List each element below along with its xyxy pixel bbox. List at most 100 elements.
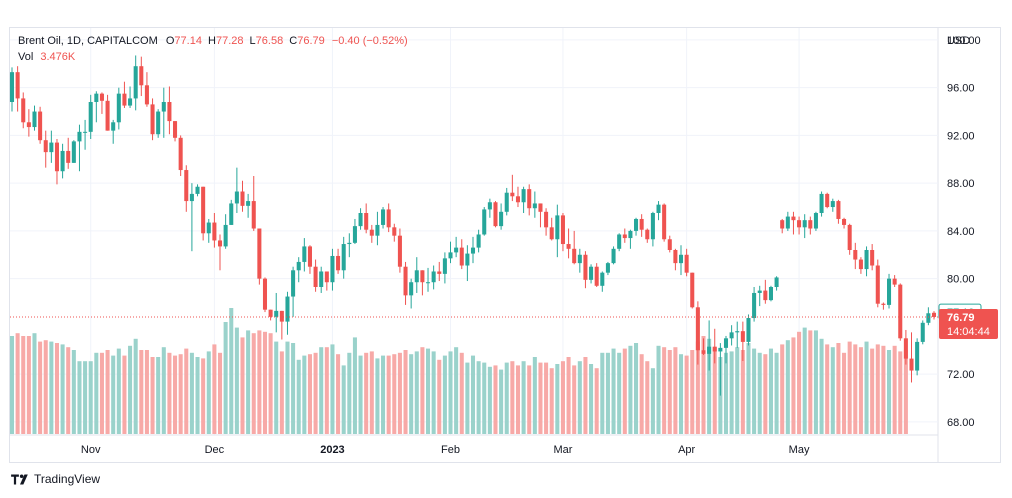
candle-body bbox=[246, 201, 251, 206]
volume-bar bbox=[628, 345, 633, 434]
volume-bar bbox=[403, 350, 408, 434]
volume-bar bbox=[257, 330, 262, 434]
volume-bar bbox=[695, 341, 700, 434]
candle-body bbox=[853, 250, 858, 260]
volume-bar bbox=[555, 364, 560, 434]
volume-bar bbox=[409, 354, 414, 434]
volume-bar bbox=[459, 352, 464, 434]
volume-bar bbox=[757, 352, 762, 434]
volume-bar bbox=[887, 350, 892, 434]
candle-body bbox=[785, 216, 790, 229]
volume-bar bbox=[482, 362, 487, 434]
volume-bar bbox=[99, 352, 104, 434]
candle-body bbox=[223, 224, 228, 247]
volume-bar bbox=[206, 351, 211, 434]
tradingview-brand[interactable]: TradingView bbox=[34, 472, 101, 486]
candle-body bbox=[887, 278, 892, 305]
candle-body bbox=[931, 312, 937, 317]
candle-body bbox=[802, 220, 807, 228]
volume-bar bbox=[229, 308, 234, 434]
candle-body bbox=[369, 229, 374, 236]
volume-bar bbox=[650, 368, 655, 434]
volume-bar bbox=[139, 350, 144, 434]
volume-bar bbox=[313, 352, 318, 434]
volume-bar bbox=[454, 347, 459, 434]
candle-body bbox=[285, 296, 290, 322]
candle-body bbox=[341, 244, 346, 271]
volume-bar bbox=[639, 354, 644, 434]
volume-bar bbox=[274, 341, 279, 434]
candle-body bbox=[234, 191, 239, 204]
volume-bar bbox=[853, 344, 858, 434]
volume-bar bbox=[386, 355, 391, 434]
volume-bar bbox=[797, 331, 802, 434]
candle-body bbox=[54, 142, 59, 172]
volume-bar bbox=[324, 347, 329, 434]
volume-bar bbox=[15, 333, 20, 434]
candle-body bbox=[60, 150, 65, 172]
volume-bar bbox=[842, 352, 847, 434]
volume-bar bbox=[729, 351, 734, 434]
candle-body bbox=[813, 213, 818, 229]
candle-body bbox=[184, 170, 189, 202]
candle-body bbox=[909, 358, 914, 371]
candle-body bbox=[858, 259, 863, 270]
candle-body bbox=[201, 186, 206, 234]
candle-body bbox=[375, 224, 380, 236]
volume-bar bbox=[707, 338, 712, 434]
candle-body bbox=[319, 271, 324, 287]
volume-bar bbox=[611, 348, 616, 434]
candle-body bbox=[549, 227, 554, 240]
volume-bar bbox=[858, 347, 863, 434]
candle-body bbox=[819, 193, 824, 213]
candle-body bbox=[830, 201, 835, 208]
volume-bar bbox=[77, 361, 82, 434]
volume-bar bbox=[296, 359, 301, 434]
candle-body bbox=[144, 85, 149, 105]
candle-body bbox=[167, 102, 172, 122]
volume-bar bbox=[279, 351, 284, 434]
volume-bar bbox=[285, 341, 290, 434]
candle-body bbox=[262, 278, 268, 310]
candle-body bbox=[94, 93, 99, 102]
volume-bar bbox=[645, 361, 650, 434]
price-tick-label: 100.00 bbox=[947, 35, 981, 47]
candle-body bbox=[746, 318, 751, 342]
candle-body bbox=[718, 347, 723, 352]
price-tick-label: 92.00 bbox=[947, 130, 975, 142]
volume-bar bbox=[594, 368, 599, 434]
candle-body bbox=[487, 202, 492, 210]
candle-body bbox=[600, 272, 605, 286]
candle-body bbox=[105, 100, 110, 131]
volume-bar bbox=[330, 344, 335, 434]
currency-label: USD bbox=[947, 35, 970, 47]
candle-body bbox=[352, 226, 357, 243]
volume-bar bbox=[836, 343, 841, 434]
volume-bar bbox=[32, 333, 37, 434]
volume-bar bbox=[167, 352, 172, 434]
volume-bar bbox=[38, 341, 43, 434]
candle-body bbox=[173, 121, 178, 138]
volume-bar bbox=[532, 357, 537, 434]
time-axis-label: 2023 bbox=[320, 444, 344, 456]
candle-body bbox=[291, 270, 296, 297]
volume-bar bbox=[302, 355, 307, 434]
candle-body bbox=[723, 338, 729, 348]
candle-body bbox=[482, 209, 487, 235]
volume-bar bbox=[600, 352, 605, 434]
candle-body bbox=[302, 246, 307, 262]
open-label: O bbox=[165, 35, 175, 47]
volume-bar bbox=[875, 344, 880, 434]
volume-bar bbox=[662, 347, 667, 434]
volume-bar bbox=[150, 357, 155, 434]
volume-bar bbox=[656, 345, 661, 434]
candle-body bbox=[156, 111, 161, 135]
candle-body bbox=[448, 252, 453, 259]
candle-body bbox=[465, 253, 470, 266]
volume-bar bbox=[690, 350, 695, 434]
volume-bar bbox=[634, 343, 639, 434]
volume-bar bbox=[88, 361, 93, 434]
volume-bar bbox=[791, 337, 796, 434]
candle-body bbox=[420, 270, 425, 283]
